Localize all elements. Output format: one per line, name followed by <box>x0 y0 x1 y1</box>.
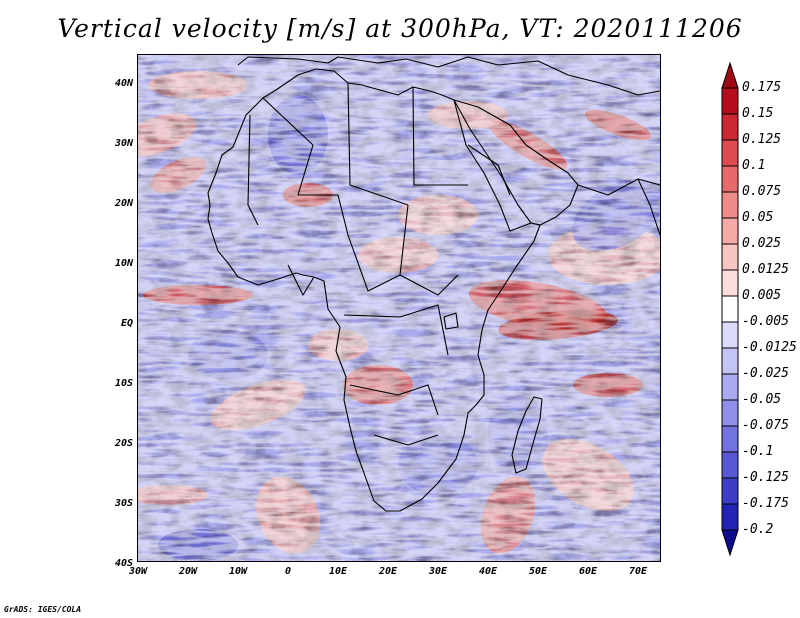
colorbar-level-label: -0.125 <box>742 470 789 485</box>
europe-coastline <box>237 56 660 96</box>
lon-tick-label: 60E <box>578 566 598 577</box>
colorbar-level-label: 0.0125 <box>742 262 789 277</box>
lon-tick-label: 30E <box>428 566 448 577</box>
colorbar-segment <box>721 165 739 193</box>
lake-victoria <box>443 312 459 330</box>
colorbar-segment <box>721 139 739 167</box>
africa-coastline <box>207 68 541 512</box>
asia-coastline <box>577 178 660 196</box>
colorbar-segment <box>721 373 739 401</box>
border-5 <box>399 204 459 296</box>
colorbar-level-label: 0.1 <box>742 158 766 173</box>
lon-tick-label: 20E <box>378 566 398 577</box>
lon-tick-label: 20W <box>178 566 198 577</box>
colorbar-top-triangle <box>721 61 739 89</box>
colorbar-segment <box>721 269 739 297</box>
india-coastline <box>637 178 660 236</box>
lat-tick-label: 40N <box>114 78 133 89</box>
madagascar-coastline <box>511 396 543 474</box>
colorbar-level-label: -0.025 <box>742 366 789 381</box>
colorbar-level-label: -0.0125 <box>742 340 797 355</box>
colorbar-segment <box>721 295 739 323</box>
arabia-coastline <box>453 99 579 226</box>
colorbar-segment <box>721 243 739 271</box>
colorbar-level-label: -0.175 <box>742 496 789 511</box>
vertical-velocity-field <box>138 55 660 561</box>
map-title: Vertical velocity [m/s] at 300hPa, VT: 2… <box>57 14 743 43</box>
colorbar-segment <box>721 87 739 115</box>
colorbar-segment <box>721 425 739 453</box>
border-8 <box>349 384 439 416</box>
colorbar-level-label: -0.075 <box>742 418 789 433</box>
border-2 <box>262 97 349 236</box>
colorbar-segment <box>721 399 739 427</box>
colorbar-level-label: 0.05 <box>742 210 774 225</box>
colorbar-level-label: -0.2 <box>742 522 774 537</box>
colorbar-segment <box>721 503 739 531</box>
lon-tick-label: 50E <box>528 566 548 577</box>
colorbar-level-label: 0.125 <box>742 132 782 147</box>
lon-tick-label: 40E <box>478 566 498 577</box>
border-11 <box>467 144 511 196</box>
colorbar-level-label: -0.05 <box>742 392 782 407</box>
colorbar-segment <box>721 477 739 505</box>
map-plot-area <box>137 54 661 562</box>
coastlines-and-borders <box>207 56 660 512</box>
border-6 <box>347 234 401 292</box>
lat-tick-label: 20N <box>114 198 133 209</box>
colorbar-level-label: 0.175 <box>742 80 782 95</box>
border-4 <box>412 86 468 186</box>
lon-tick-label: 10E <box>328 566 348 577</box>
lat-tick-label: 40S <box>114 558 133 569</box>
grads-credit: GrADS: IGES/COLA <box>4 605 82 614</box>
lat-tick-label: EQ <box>120 318 133 329</box>
colorbar-segment <box>721 217 739 245</box>
lon-tick-label: 10W <box>228 566 248 577</box>
border-3 <box>347 82 409 206</box>
colorbar-segment <box>721 347 739 375</box>
colorbar-level-label: 0.15 <box>742 106 774 121</box>
lat-tick-label: 30N <box>114 138 133 149</box>
border-7 <box>343 304 449 356</box>
border-1 <box>247 114 259 226</box>
lat-tick-label: 20S <box>114 438 133 449</box>
lon-tick-label: 0 <box>284 566 292 577</box>
colorbar-level-label: -0.005 <box>742 314 789 329</box>
colorbar-bottom-triangle <box>721 529 739 557</box>
colorbar-segment <box>721 191 739 219</box>
border-9 <box>373 434 439 446</box>
field-streaks <box>138 55 660 561</box>
lat-tick-label: 10S <box>114 378 133 389</box>
colorbar-level-label: 0.075 <box>742 184 782 199</box>
lat-tick-label: 10N <box>114 258 133 269</box>
colorbar-level-label: 0.025 <box>742 236 782 251</box>
colorbar-segment <box>721 113 739 141</box>
colorbar-level-label: -0.1 <box>742 444 774 459</box>
border-10 <box>287 264 315 296</box>
lon-tick-label: 30W <box>128 566 148 577</box>
colorbar-segment <box>721 451 739 479</box>
colorbar-segment <box>721 321 739 349</box>
colorbar-level-label: 0.005 <box>742 288 782 303</box>
lon-tick-label: 70E <box>628 566 648 577</box>
lat-tick-label: 30S <box>114 498 133 509</box>
